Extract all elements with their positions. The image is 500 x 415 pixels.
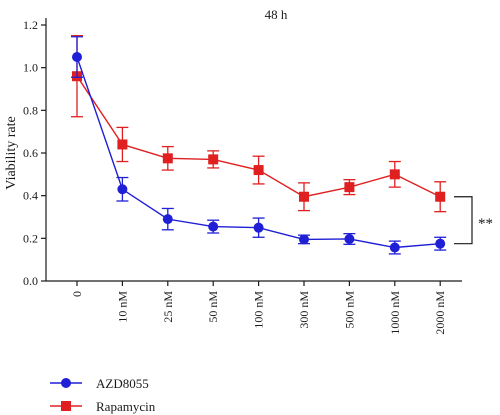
data-point (389, 242, 400, 253)
data-point (344, 182, 355, 193)
series-azd8055 (71, 36, 447, 255)
x-tick-label: 50 nM (206, 291, 220, 323)
axes: 0.0 0.2 0.4 0.6 0.8 1.0 1.2 0 10 nM 25 nM 50 nM 100… (23, 18, 462, 335)
data-point (162, 153, 173, 164)
legend-marker (61, 401, 71, 411)
y-tick-label: 0.0 (23, 274, 38, 288)
chart-title: 48 h (265, 7, 288, 22)
x-tick-label: 25 nM (161, 291, 175, 323)
data-point (208, 154, 219, 165)
legend-item-rapamycin: Rapamycin (50, 399, 156, 414)
data-point (253, 222, 264, 233)
x-tick-label: 2000 nM (433, 291, 447, 335)
series-rapamycin (71, 35, 447, 213)
bracket-line (454, 196, 473, 245)
x-tick-label: 500 nM (342, 291, 356, 329)
legend-marker (61, 378, 71, 388)
y-axis-label: Viability rate (4, 116, 19, 189)
legend-label: Rapamycin (96, 399, 156, 414)
legend-item-azd8055: AZD8055 (50, 376, 149, 391)
y-tick-label: 0.6 (23, 146, 38, 160)
data-point (162, 214, 173, 225)
x-tick-label: 100 nM (252, 291, 266, 329)
y-tick-label: 0.8 (23, 103, 38, 117)
data-point (72, 52, 82, 62)
data-point (389, 169, 400, 180)
x-tick-label: 10 nM (115, 291, 129, 323)
y-tick-label: 1.2 (23, 18, 38, 32)
data-point (344, 233, 355, 244)
legend: AZD8055 Rapamycin (50, 376, 156, 414)
y-tick-label: 0.2 (23, 231, 38, 245)
series-layer (71, 35, 447, 255)
significance-label: ** (478, 216, 493, 232)
data-point (208, 221, 219, 232)
data-point (435, 191, 446, 202)
data-point (299, 191, 309, 202)
significance-bracket: ** (454, 196, 493, 245)
x-tick-label: 1000 nM (388, 291, 402, 335)
y-tick-label: 1.0 (23, 61, 38, 75)
data-point (253, 165, 264, 176)
data-point (117, 184, 128, 195)
x-tick-label: 0 (70, 291, 84, 297)
y-tick-label: 0.4 (23, 189, 38, 203)
data-point (117, 139, 128, 150)
legend-label: AZD8055 (96, 376, 149, 391)
x-tick-label: 300 nM (297, 291, 311, 329)
data-point (435, 238, 446, 249)
data-point (299, 234, 309, 245)
